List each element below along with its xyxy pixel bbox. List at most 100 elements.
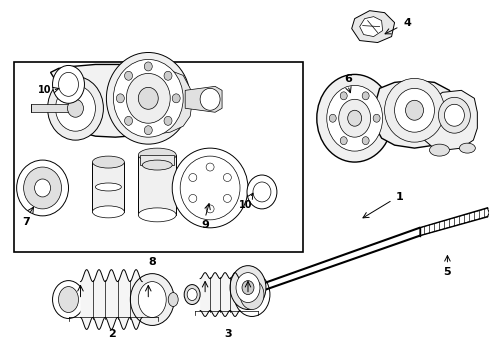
Bar (138, 155, 176, 215)
Ellipse shape (52, 66, 84, 103)
Ellipse shape (138, 282, 166, 318)
Polygon shape (352, 11, 394, 42)
Polygon shape (460, 215, 465, 224)
Text: 2: 2 (108, 329, 116, 339)
Ellipse shape (52, 280, 84, 319)
Ellipse shape (126, 73, 170, 123)
Ellipse shape (144, 126, 152, 135)
Ellipse shape (327, 85, 383, 151)
Ellipse shape (35, 179, 50, 197)
Bar (93, 162, 124, 212)
Ellipse shape (429, 144, 449, 156)
Ellipse shape (48, 76, 103, 140)
Ellipse shape (124, 116, 132, 125)
Text: 6: 6 (344, 75, 352, 84)
Ellipse shape (144, 62, 152, 71)
Ellipse shape (394, 88, 435, 132)
Bar (30, 104, 76, 112)
Polygon shape (50, 64, 188, 137)
Ellipse shape (142, 160, 172, 170)
Ellipse shape (230, 266, 266, 310)
Ellipse shape (206, 205, 214, 213)
Ellipse shape (187, 289, 197, 301)
Ellipse shape (340, 137, 347, 145)
Ellipse shape (234, 273, 270, 316)
Text: 3: 3 (224, 329, 232, 339)
Ellipse shape (24, 167, 62, 209)
Text: 4: 4 (404, 18, 412, 28)
Ellipse shape (242, 280, 254, 294)
Ellipse shape (253, 182, 271, 202)
Text: 7: 7 (23, 217, 30, 227)
Ellipse shape (58, 287, 78, 312)
Ellipse shape (58, 72, 78, 96)
Ellipse shape (168, 293, 178, 306)
Ellipse shape (247, 175, 277, 209)
Bar (14, 62, 303, 252)
Ellipse shape (17, 160, 69, 216)
Polygon shape (185, 86, 222, 112)
Ellipse shape (116, 94, 124, 103)
Ellipse shape (184, 285, 200, 305)
Ellipse shape (385, 78, 444, 142)
Ellipse shape (223, 174, 231, 181)
Ellipse shape (206, 163, 214, 171)
Text: 8: 8 (148, 257, 156, 267)
Ellipse shape (373, 114, 380, 122)
Ellipse shape (406, 100, 423, 120)
Polygon shape (435, 222, 440, 231)
Ellipse shape (329, 114, 336, 122)
Ellipse shape (223, 194, 231, 202)
Polygon shape (469, 212, 474, 221)
Ellipse shape (96, 183, 122, 191)
Polygon shape (444, 219, 449, 229)
Ellipse shape (138, 148, 176, 162)
Ellipse shape (362, 92, 369, 100)
Text: 5: 5 (443, 267, 451, 276)
Ellipse shape (439, 97, 470, 133)
Ellipse shape (138, 208, 176, 222)
Ellipse shape (164, 71, 172, 80)
Ellipse shape (444, 104, 465, 126)
Polygon shape (479, 209, 484, 219)
Ellipse shape (130, 274, 174, 325)
Polygon shape (374, 80, 457, 148)
Polygon shape (419, 226, 424, 236)
Ellipse shape (55, 85, 96, 131)
Ellipse shape (362, 137, 369, 145)
Ellipse shape (106, 53, 190, 144)
Ellipse shape (180, 156, 240, 220)
Polygon shape (355, 104, 378, 132)
Ellipse shape (172, 148, 248, 228)
Text: 10: 10 (38, 85, 51, 95)
Polygon shape (440, 221, 444, 230)
Ellipse shape (172, 94, 180, 103)
Ellipse shape (340, 92, 347, 100)
Polygon shape (454, 216, 460, 226)
Polygon shape (423, 90, 477, 150)
Polygon shape (429, 224, 435, 233)
Polygon shape (465, 213, 469, 223)
Polygon shape (484, 208, 490, 217)
Ellipse shape (317, 75, 392, 162)
Ellipse shape (460, 143, 475, 153)
Ellipse shape (93, 206, 124, 218)
Ellipse shape (348, 110, 362, 126)
Ellipse shape (124, 71, 132, 80)
Ellipse shape (113, 59, 183, 137)
Text: 9: 9 (201, 220, 209, 230)
Text: 1: 1 (396, 192, 403, 202)
Ellipse shape (68, 99, 83, 117)
Polygon shape (449, 218, 454, 227)
Polygon shape (360, 17, 383, 37)
Ellipse shape (189, 174, 197, 181)
Ellipse shape (339, 99, 370, 137)
Ellipse shape (138, 87, 158, 109)
Ellipse shape (164, 116, 172, 125)
Bar (140, 155, 174, 165)
Text: 10: 10 (239, 200, 253, 210)
Ellipse shape (189, 194, 197, 202)
Polygon shape (145, 64, 192, 135)
Ellipse shape (236, 273, 260, 302)
Polygon shape (474, 211, 479, 220)
